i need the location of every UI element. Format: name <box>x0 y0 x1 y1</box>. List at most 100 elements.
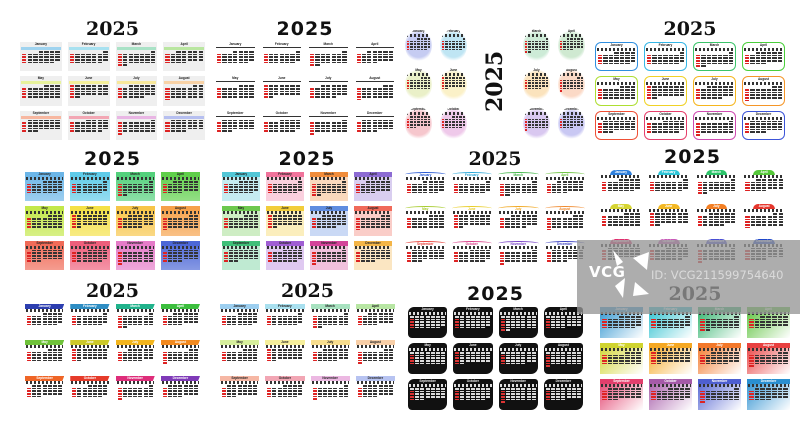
day-cell <box>134 127 139 130</box>
day-cell <box>53 357 58 359</box>
day-cell <box>58 181 63 183</box>
day-cell <box>410 360 415 362</box>
day-cell <box>117 218 122 220</box>
day-cell <box>423 183 428 186</box>
day-cell <box>362 385 367 387</box>
day-cell <box>460 321 465 323</box>
day-cell <box>44 59 49 61</box>
day-cell <box>531 126 535 129</box>
day-cell <box>420 79 424 82</box>
day-cell <box>516 318 521 321</box>
day-cell <box>619 326 624 329</box>
day-cell <box>427 79 430 82</box>
day-cell <box>629 213 635 215</box>
day-cell <box>188 349 193 351</box>
day-cell <box>619 362 624 365</box>
day-cell <box>531 121 535 123</box>
day-cell <box>458 189 464 191</box>
day-cell <box>326 93 331 95</box>
day-cell <box>317 359 322 362</box>
day-cell <box>47 255 52 257</box>
day-cell <box>679 390 685 393</box>
day-cell <box>475 191 480 194</box>
day-cell <box>760 318 766 321</box>
day-cell <box>127 220 132 223</box>
day-cell <box>630 321 636 323</box>
day-cell <box>614 97 619 99</box>
day-cell <box>32 395 37 398</box>
day-cell <box>37 252 42 254</box>
day-cell <box>705 329 711 332</box>
day-cell <box>138 220 143 223</box>
day-cell <box>531 354 536 357</box>
day-cell <box>249 51 254 53</box>
day-cell <box>608 131 614 133</box>
day-cell <box>657 128 663 131</box>
day-grid <box>544 387 583 401</box>
day-cell <box>234 257 238 260</box>
day-cell <box>368 387 373 390</box>
day-cell <box>420 388 425 390</box>
day-cell <box>663 89 668 91</box>
day-cell <box>69 53 75 56</box>
month-calendar-april: April <box>558 29 585 62</box>
day-cell <box>285 127 290 130</box>
day-cell <box>222 93 227 95</box>
day-cell <box>248 351 253 354</box>
day-cell <box>571 357 576 359</box>
day-cell <box>317 354 322 356</box>
day-cell <box>249 96 254 98</box>
day-cell <box>55 125 60 127</box>
day-cell <box>176 127 181 130</box>
day-cell <box>145 125 150 127</box>
day-cell <box>625 60 630 62</box>
day-cell <box>662 326 668 329</box>
day-cell <box>510 215 515 217</box>
day-cell <box>598 123 603 125</box>
day-cell <box>277 395 282 398</box>
day-cell <box>459 126 462 129</box>
day-cell <box>295 56 300 58</box>
day-cell <box>38 53 44 56</box>
day-cell <box>37 189 42 191</box>
day-cell <box>761 218 767 221</box>
day-grid <box>70 180 109 194</box>
day-cell <box>343 349 348 351</box>
weekday-header <box>524 34 549 37</box>
day-cell <box>476 354 481 357</box>
day-cell <box>58 189 63 191</box>
day-cell <box>327 226 331 228</box>
day-cell <box>647 57 652 59</box>
day-cell <box>288 257 292 260</box>
day-cell <box>578 189 583 191</box>
day-cell <box>27 255 32 257</box>
day-cell <box>238 53 243 56</box>
day-cell <box>388 315 393 318</box>
day-cell <box>378 357 383 359</box>
day-cell <box>526 252 532 254</box>
day-cell <box>417 249 422 252</box>
day-cell <box>417 220 422 223</box>
month-name: April <box>180 42 188 46</box>
day-grid <box>743 178 785 192</box>
day-cell <box>750 123 755 125</box>
calendar-variant-watercolor-circles: 2025 January February March April May June July… <box>405 25 585 140</box>
day-cell <box>420 321 425 323</box>
day-cell <box>233 61 238 64</box>
day-cell <box>516 354 521 357</box>
day-cell <box>410 354 415 357</box>
day-cell <box>317 318 322 320</box>
day-cell <box>614 52 619 54</box>
day-cell <box>356 127 361 130</box>
day-cell <box>706 86 712 88</box>
day-cell <box>249 53 254 56</box>
day-cell <box>573 249 578 252</box>
day-cell <box>455 82 459 84</box>
day-grid <box>215 84 256 98</box>
day-cell <box>32 357 37 359</box>
day-cell <box>173 318 178 320</box>
day-grid <box>747 387 790 401</box>
day-cell <box>128 61 133 64</box>
day-grid <box>25 214 64 228</box>
day-cell <box>82 260 87 262</box>
